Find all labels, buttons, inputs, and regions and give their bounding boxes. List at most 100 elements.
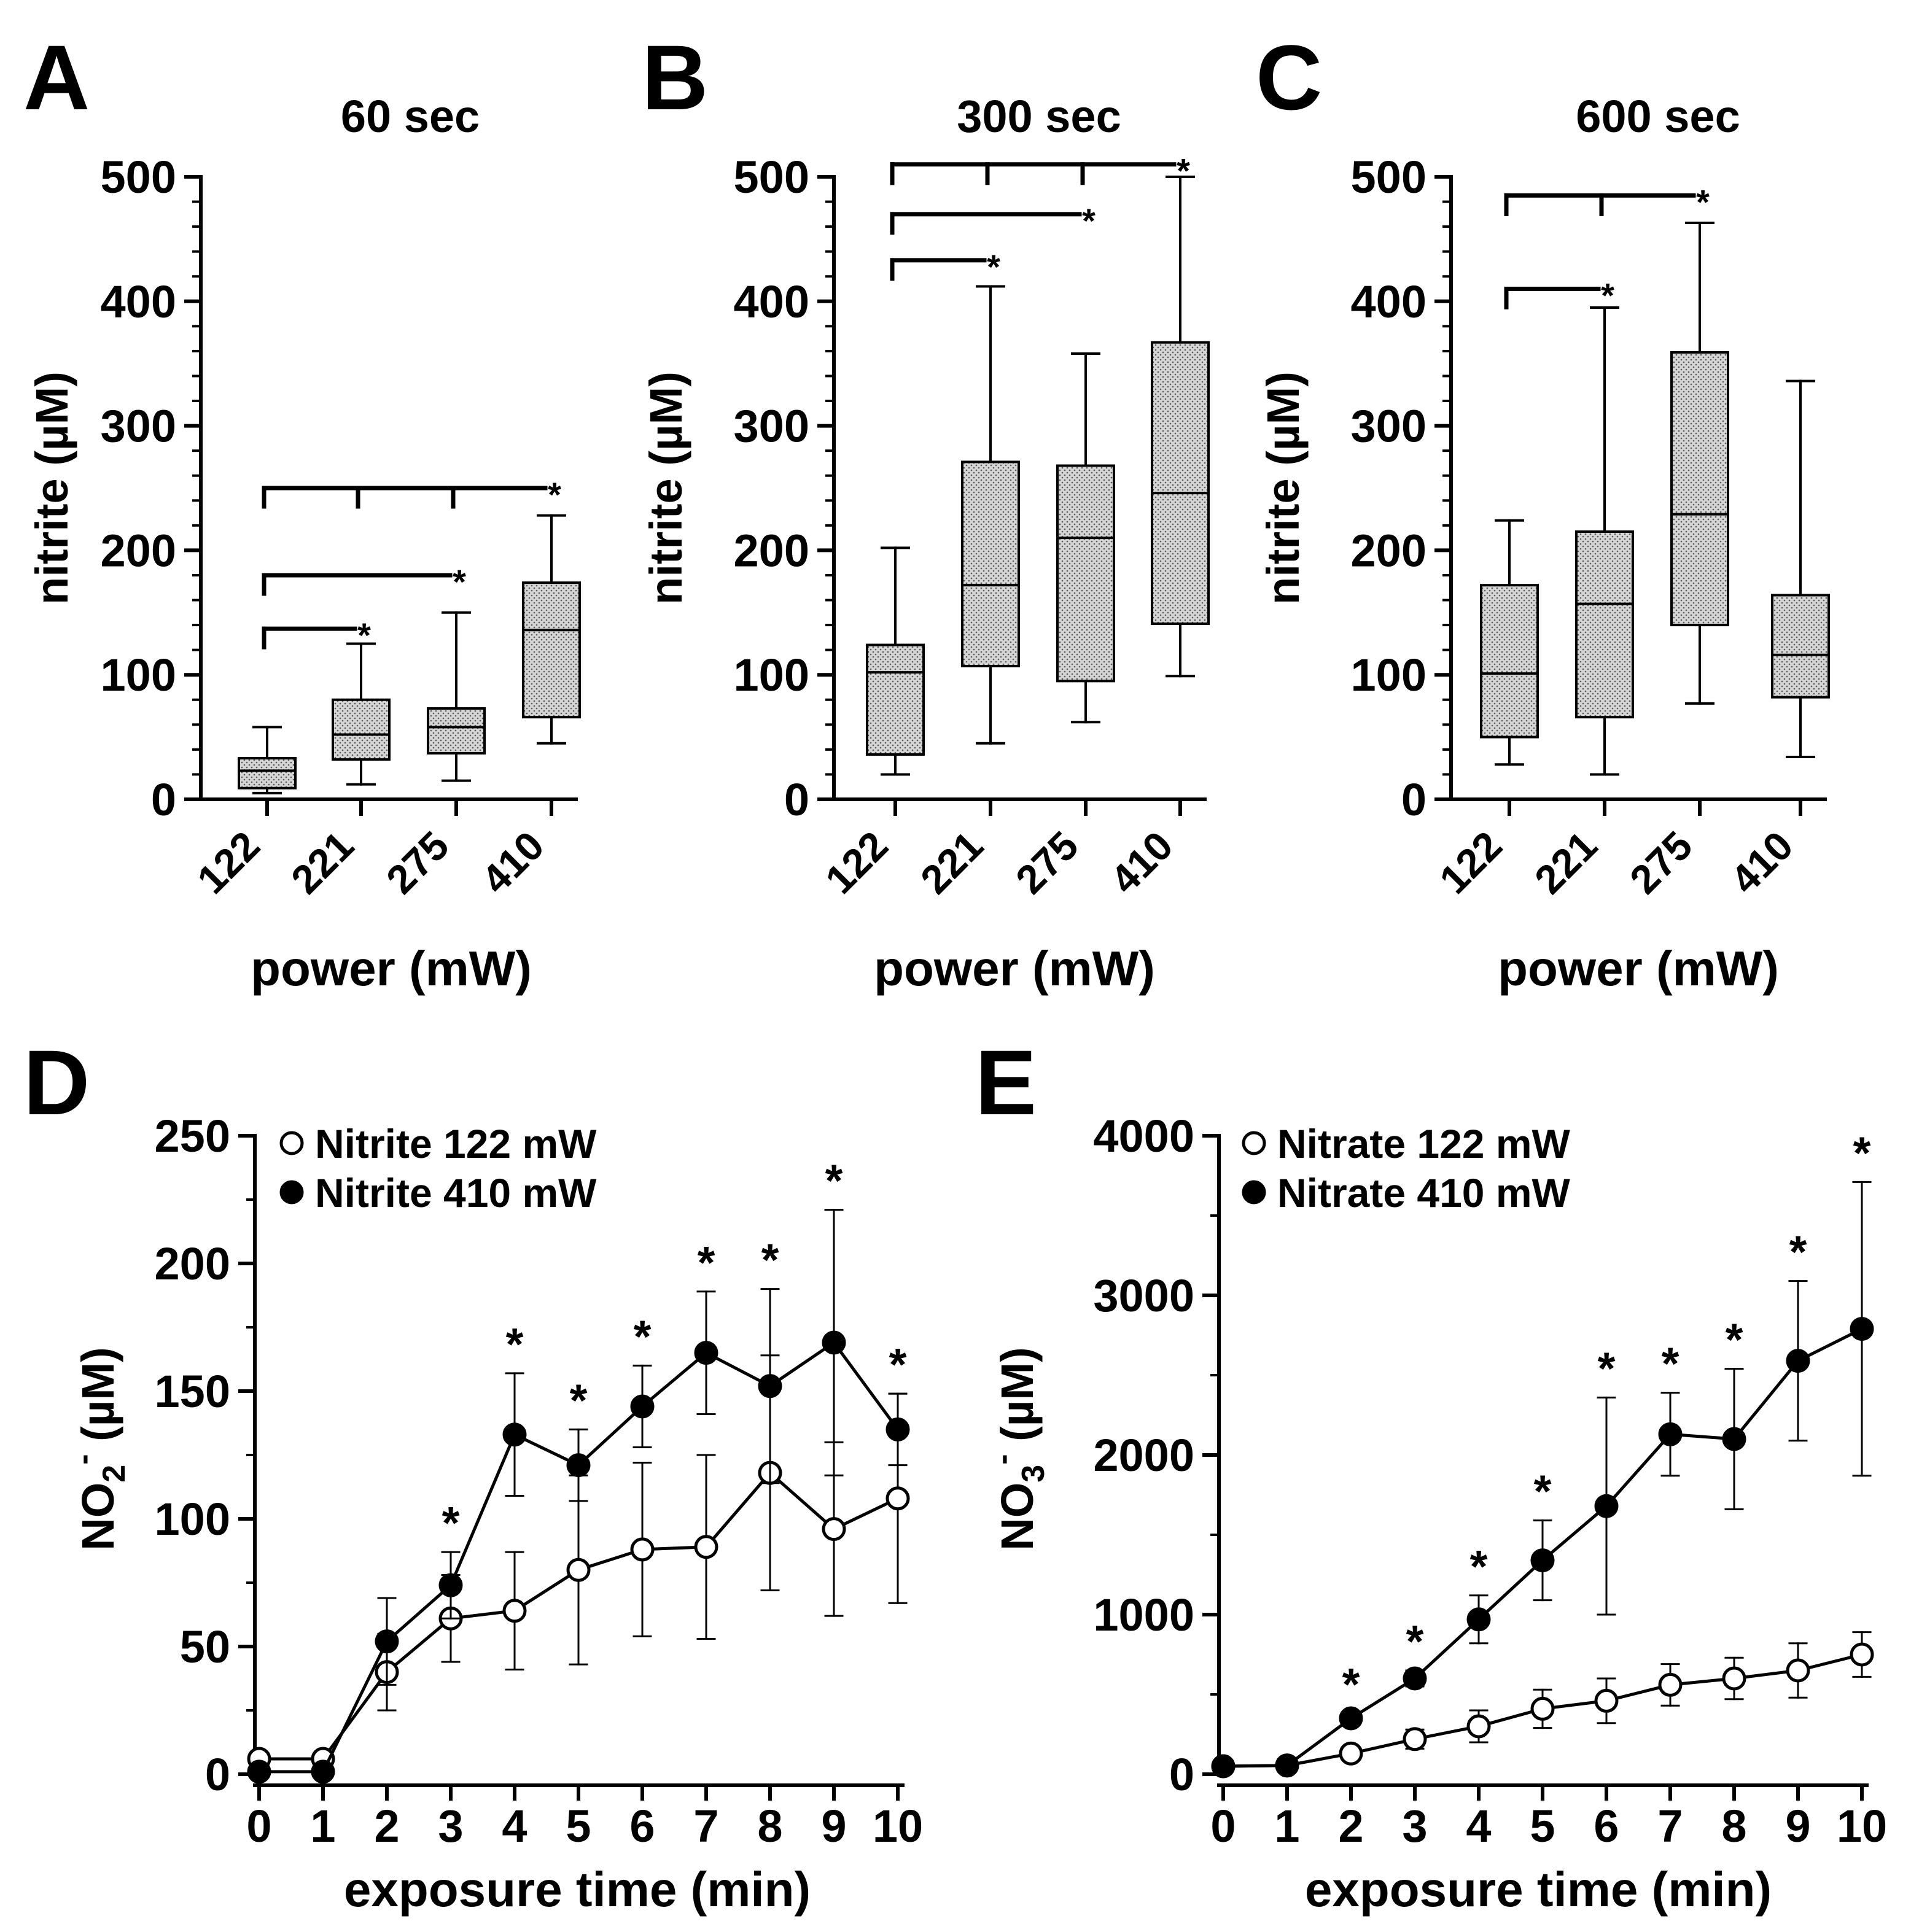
- data-point: [758, 1374, 782, 1399]
- data-point: [1786, 1349, 1810, 1373]
- box-275: [1056, 352, 1115, 724]
- data-point: [1275, 1753, 1299, 1778]
- y-tick-label: 300: [734, 401, 809, 452]
- box-iqr: [238, 757, 297, 789]
- x-tick-label: 6: [629, 1801, 655, 1852]
- y-tick-label: 200: [734, 525, 809, 576]
- data-point: [1466, 1607, 1491, 1632]
- box-410: [522, 514, 581, 745]
- x-axis-label: exposure time (min): [344, 1862, 811, 1917]
- significance-bracket: *: [890, 152, 1190, 190]
- x-tick-label: 275: [378, 823, 457, 902]
- y-tick-label: 1000: [1093, 1589, 1194, 1640]
- y-label-unit: (µM): [72, 1347, 123, 1454]
- y-tick-label: 200: [155, 1238, 230, 1289]
- y-tick-label: 100: [734, 650, 809, 700]
- box-iqr: [1480, 584, 1539, 739]
- series-nitrate-410-mw: [1211, 1181, 1874, 1779]
- data-point: [502, 1599, 527, 1623]
- x-tick-label: 5: [1530, 1801, 1555, 1852]
- x-axis-label: power (mW): [874, 941, 1155, 996]
- significance-bracket: *: [890, 247, 1000, 286]
- significance-star: *: [570, 1375, 588, 1426]
- x-tick-label: 410: [473, 823, 553, 902]
- significance-bracket: *: [1504, 276, 1614, 315]
- x-tick-label: 7: [1657, 1801, 1683, 1852]
- box-iqr: [1575, 530, 1634, 719]
- x-tick-label: 10: [873, 1801, 923, 1852]
- significance-star: *: [1789, 1227, 1807, 1278]
- significance-bracket: *: [262, 616, 371, 654]
- box-iqr: [866, 643, 925, 756]
- significance-star: *: [634, 1311, 652, 1362]
- data-point: [1850, 1317, 1874, 1341]
- significance-star: *: [1406, 1616, 1424, 1667]
- significance-star: *: [1853, 1127, 1871, 1178]
- y-tick-label: 100: [155, 1494, 230, 1545]
- box-iqr: [522, 581, 581, 719]
- x-tick-label: 7: [693, 1801, 718, 1852]
- significance-star: *: [1662, 1338, 1679, 1389]
- data-point: [694, 1341, 718, 1365]
- data-point: [311, 1759, 335, 1784]
- data-point: [694, 1535, 718, 1559]
- x-tick-label: 410: [1102, 823, 1181, 902]
- significance-star: *: [357, 616, 371, 654]
- data-point: [375, 1629, 399, 1654]
- y-tick-label: 150: [155, 1366, 230, 1417]
- data-point: [502, 1422, 527, 1447]
- x-axis-label: power (mW): [251, 941, 532, 996]
- x-tick-label: 8: [1721, 1801, 1746, 1852]
- y-tick-label: 0: [1401, 774, 1426, 825]
- box-iqr: [1670, 351, 1729, 627]
- data-point: [1658, 1672, 1683, 1697]
- y-tick-label: 200: [101, 525, 176, 576]
- significance-bracket: *: [890, 201, 1096, 240]
- y-tick-label: 500: [734, 152, 809, 203]
- significance-bracket: *: [262, 562, 466, 601]
- y-tick-label: 100: [101, 650, 176, 700]
- data-point: [630, 1394, 655, 1419]
- box-221: [961, 285, 1020, 745]
- significance-star: *: [548, 475, 561, 514]
- box-iqr: [961, 460, 1020, 668]
- y-axis-label: NO3- (µM): [985, 1347, 1051, 1550]
- x-tick-label: 2: [1338, 1801, 1363, 1852]
- data-point: [1594, 1688, 1619, 1713]
- legend-item: Nitrate 122 mW: [1242, 1121, 1571, 1166]
- x-tick-label: 410: [1722, 823, 1802, 902]
- x-tick-label: 221: [1526, 823, 1606, 902]
- x-tick-label: 3: [438, 1801, 463, 1852]
- legend-marker: [279, 1180, 304, 1205]
- series-nitrate-122-mw: [1211, 1631, 1874, 1779]
- y-tick-label: 300: [101, 401, 176, 452]
- x-tick-label: 4: [502, 1801, 527, 1852]
- legend-marker: [279, 1131, 304, 1155]
- y-label-sup: -: [66, 1454, 101, 1464]
- significance-star: *: [1598, 1343, 1616, 1394]
- x-tick-label: 2: [374, 1801, 399, 1852]
- box-410: [1771, 379, 1830, 759]
- significance-star: *: [1342, 1659, 1360, 1710]
- y-label-base: NO: [72, 1483, 123, 1551]
- x-tick-label: 0: [1210, 1801, 1236, 1852]
- significance-star: *: [698, 1237, 715, 1288]
- legend-item: Nitrite 410 mW: [279, 1170, 597, 1216]
- significance-star: *: [1726, 1314, 1743, 1365]
- y-label-sub: 3: [1016, 1465, 1051, 1483]
- data-point: [1594, 1494, 1619, 1518]
- x-tick-label: 275: [1007, 823, 1087, 902]
- data-point: [1658, 1422, 1683, 1446]
- panel-a: A 60 sec 0 100 200 300 400 500 nitrite (µM) 122 22…: [23, 26, 581, 996]
- y-tick-label: 0: [205, 1749, 230, 1800]
- x-tick-label: 9: [1785, 1801, 1810, 1852]
- significance-star: *: [1177, 152, 1190, 190]
- x-tick-label: 221: [282, 823, 362, 902]
- data-point: [1722, 1427, 1746, 1451]
- data-point: [1403, 1666, 1427, 1691]
- data-point: [1339, 1741, 1363, 1766]
- y-tick-label: 100: [1351, 650, 1426, 700]
- y-label-unit: (µM): [992, 1347, 1043, 1454]
